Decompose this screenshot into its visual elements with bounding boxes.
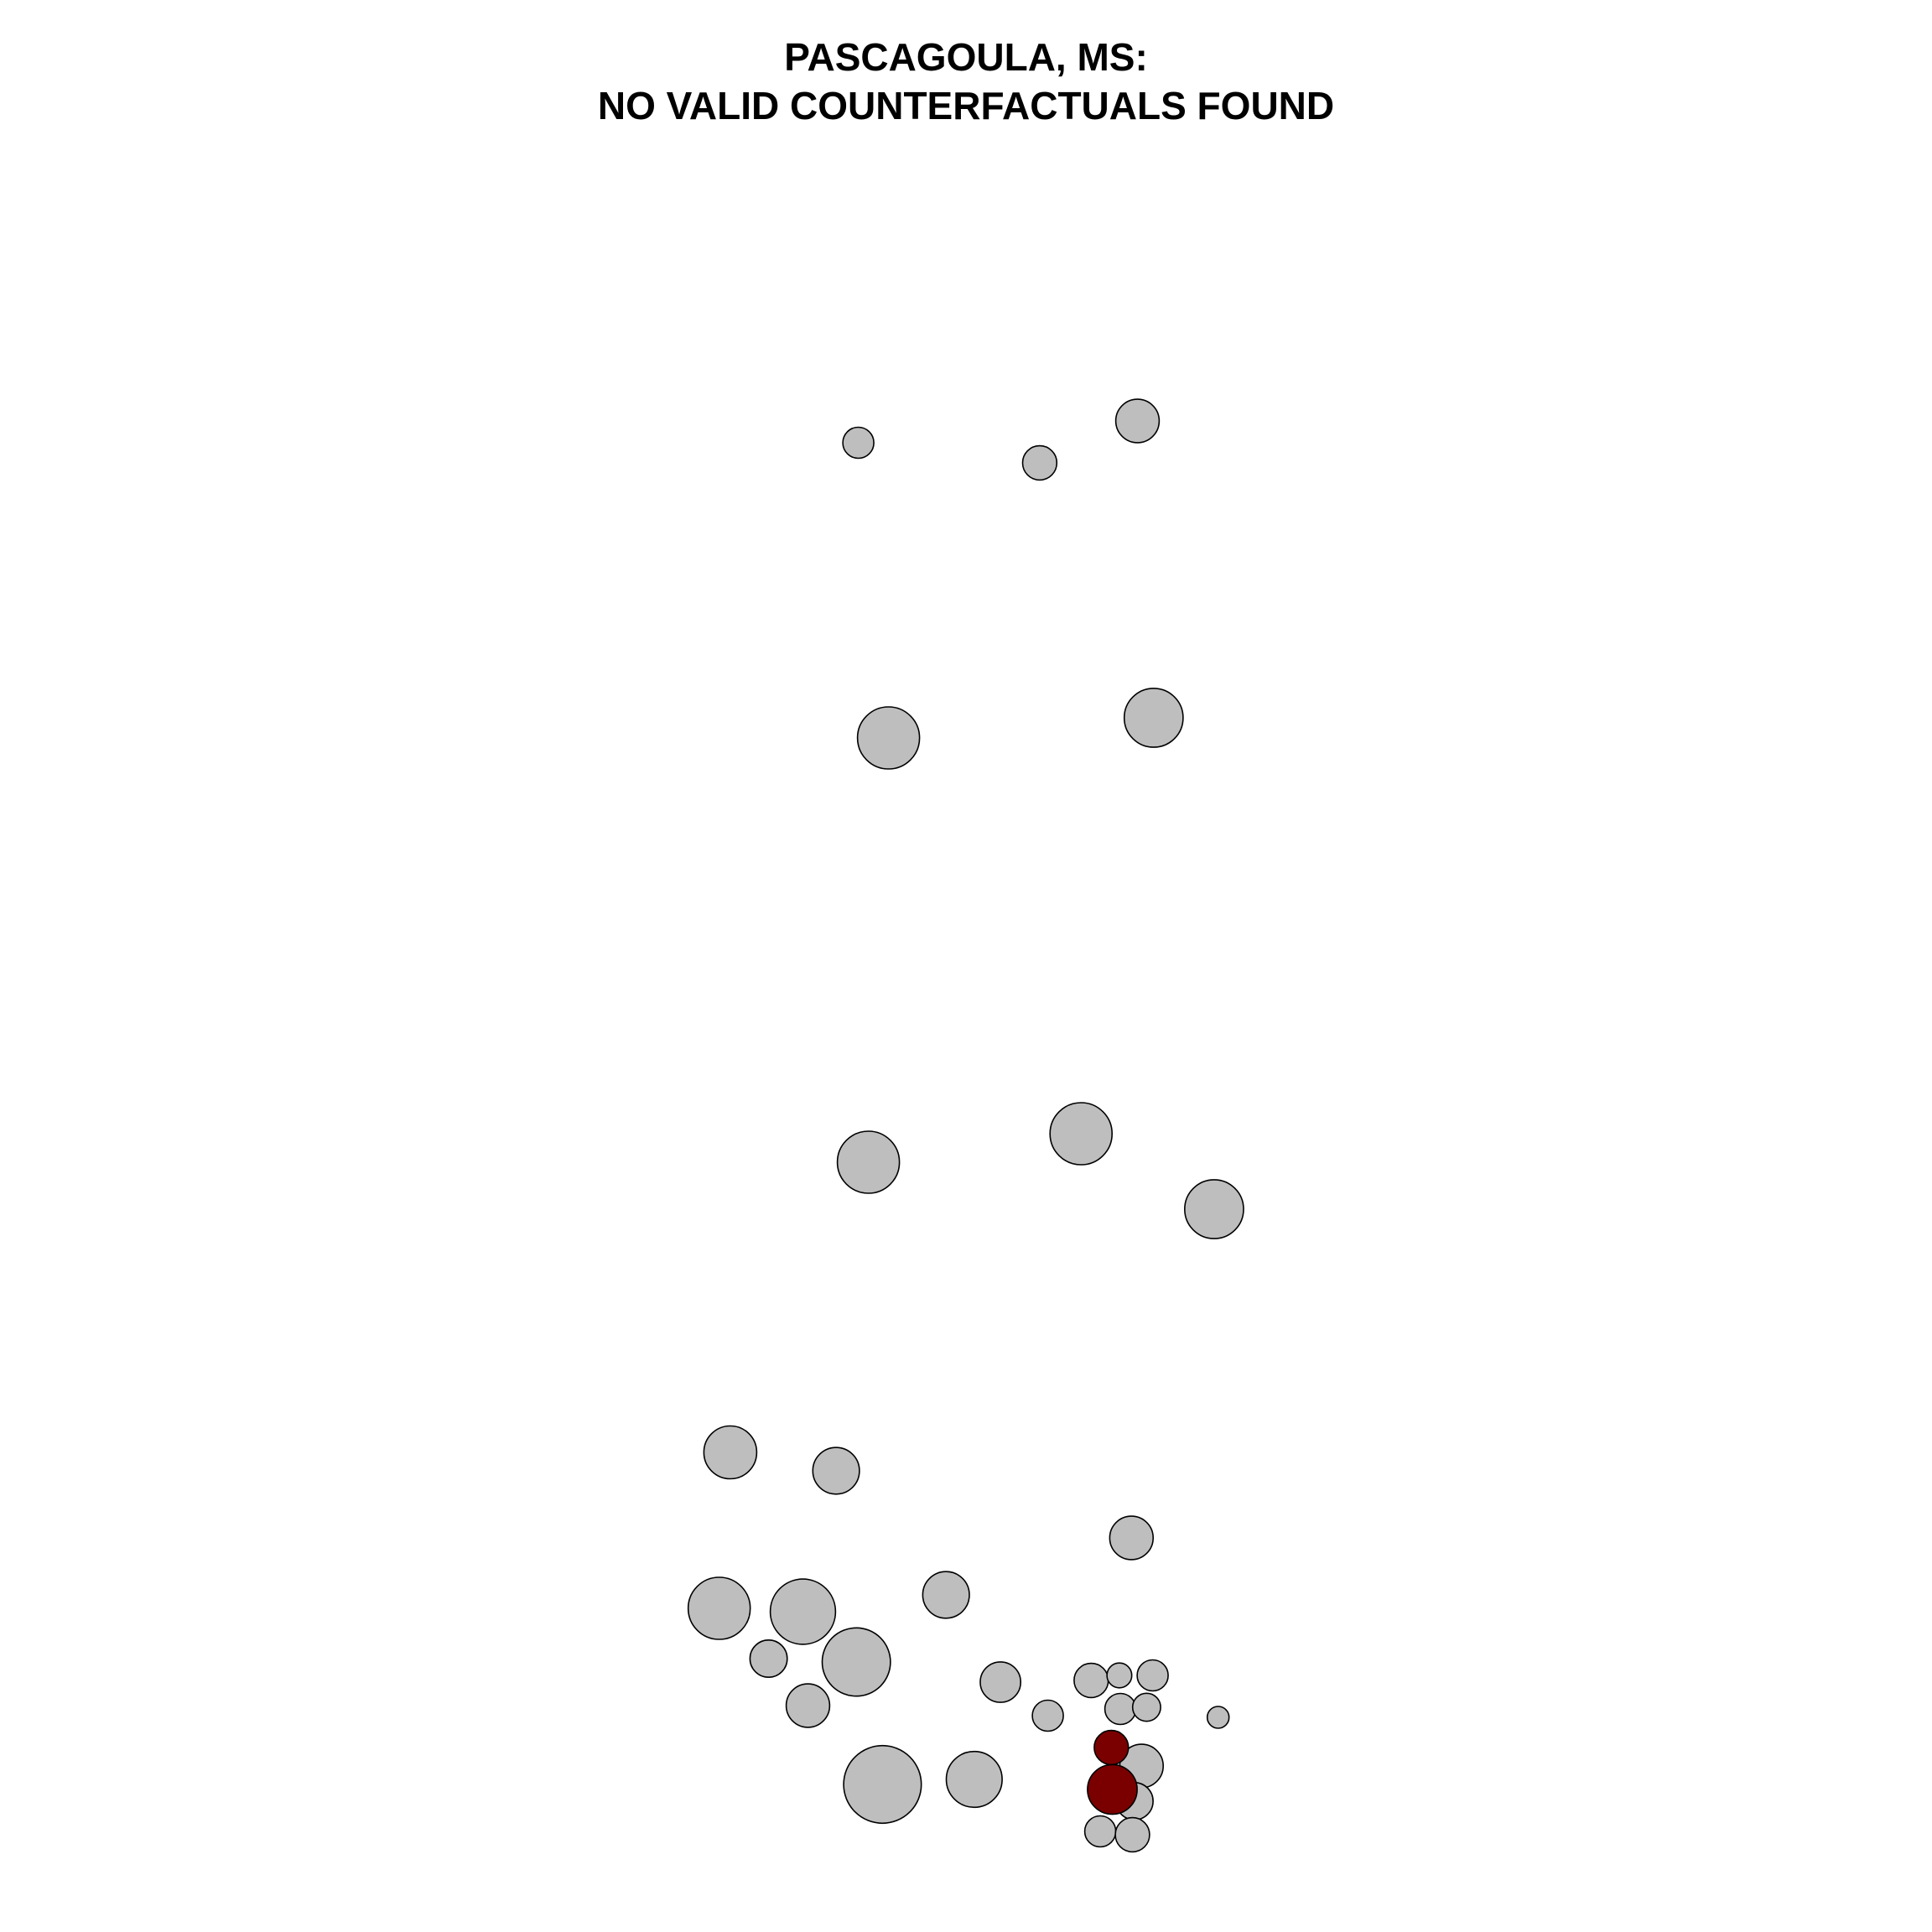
bubble-16 — [785, 1683, 831, 1728]
bubble-19 — [1073, 1662, 1109, 1699]
bubble-30 — [1114, 1816, 1150, 1853]
bubble-11 — [687, 1576, 751, 1640]
bubble-24 — [1206, 1706, 1230, 1729]
bubble-2 — [1114, 398, 1161, 444]
bubble-6 — [1049, 1102, 1113, 1166]
bubble-3 — [856, 706, 921, 770]
bubble-17 — [979, 1661, 1022, 1703]
bubble-1 — [1021, 444, 1058, 481]
bubble-12 — [769, 1578, 837, 1645]
bubble-5 — [836, 1130, 901, 1194]
highlight-bubble-32 — [1087, 1763, 1138, 1815]
bubble-4 — [1123, 688, 1184, 748]
bubble-14 — [821, 1627, 891, 1697]
bubble-26 — [945, 1750, 1003, 1809]
bubble-23 — [1131, 1692, 1161, 1722]
bubble-layer — [687, 398, 1244, 1853]
bubble-29 — [1083, 1815, 1117, 1848]
bubble-9 — [812, 1446, 860, 1495]
chart-subtitle: NO VALID COUNTERFACTUALS FOUND — [598, 84, 1334, 127]
bubble-0 — [842, 426, 875, 460]
chart-title: PASCAGOULA, MS: — [784, 35, 1148, 79]
bubble-25 — [843, 1744, 922, 1825]
bubble-21 — [1136, 1659, 1169, 1692]
bubble-7 — [1184, 1179, 1244, 1239]
bubble-18 — [1031, 1699, 1064, 1732]
bubble-20 — [1106, 1662, 1133, 1689]
bubble-8 — [703, 1425, 758, 1480]
bubble-13 — [922, 1571, 970, 1619]
bubble-22 — [1104, 1692, 1137, 1726]
bubble-15 — [749, 1639, 788, 1679]
bubble-10 — [1109, 1515, 1155, 1561]
highlight-bubble-31 — [1093, 1729, 1130, 1766]
